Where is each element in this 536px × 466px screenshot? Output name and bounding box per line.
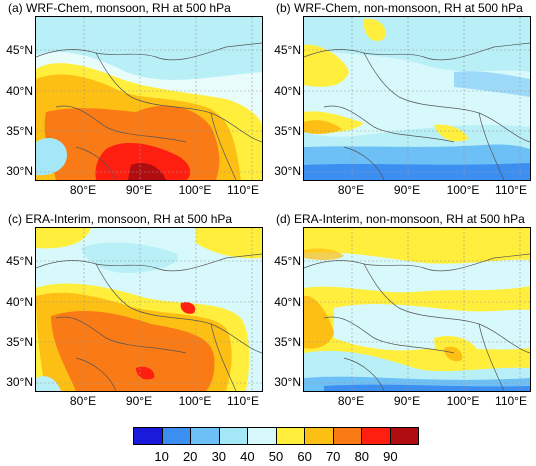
colorbar-segment: [219, 428, 248, 444]
colorbar-segment: [276, 428, 305, 444]
map-panel-a: [35, 16, 263, 181]
lat-label: 35°N: [6, 124, 33, 138]
colorbar-segment: [362, 428, 391, 444]
lon-label: 110°E: [227, 394, 259, 408]
colorbar-segment: [390, 428, 418, 444]
lat-label: 45°N: [6, 43, 33, 57]
lat-label: 40°N: [6, 295, 33, 309]
colorbar-tick-label: 50: [268, 449, 284, 464]
lat-label: 30°N: [6, 375, 33, 389]
colorbar: [133, 427, 419, 445]
colorbar-segment: [333, 428, 362, 444]
map-panel-d: [303, 227, 531, 392]
colorbar-tick-label: 30: [211, 449, 227, 464]
colorbar-segment: [305, 428, 334, 444]
map-panel-b: [303, 16, 531, 181]
panel-title-a: (a) WRF-Chem, monsoon, RH at 500 hPa: [8, 1, 231, 15]
lon-label: 80°E: [69, 183, 97, 197]
lat-label: 35°N: [274, 335, 301, 349]
lon-label: 80°E: [337, 183, 365, 197]
lat-label: 40°N: [6, 84, 33, 98]
colorbar-tick-label: 90: [383, 449, 398, 464]
lat-label: 45°N: [274, 254, 301, 268]
lon-label: 110°E: [495, 394, 527, 408]
lon-label: 110°E: [495, 183, 527, 197]
colorbar-tick-label: 40: [240, 449, 255, 464]
map-b-field: [304, 17, 530, 180]
lat-label: 40°N: [274, 295, 301, 309]
lon-label: 90°E: [393, 394, 421, 408]
lat-label: 35°N: [6, 335, 33, 349]
lon-label: 110°E: [227, 183, 259, 197]
lon-label: 100°E: [178, 183, 212, 197]
lat-label: 45°N: [6, 254, 33, 268]
colorbar-segment: [162, 428, 191, 444]
lat-label: 30°N: [274, 375, 301, 389]
lat-label: 30°N: [274, 164, 301, 178]
lat-label: 30°N: [6, 164, 33, 178]
lat-label: 35°N: [274, 124, 301, 138]
lat-label: 40°N: [274, 84, 301, 98]
colorbar-segment: [134, 428, 163, 444]
colorbar-tick-label: 60: [297, 449, 312, 464]
colorbar-tick-label: 10: [154, 449, 169, 464]
lon-label: 90°E: [393, 183, 421, 197]
map-a-field: [36, 17, 262, 180]
colorbar-tick-label: 70: [325, 449, 341, 464]
colorbar-tick-label: 80: [354, 449, 370, 464]
panel-title-c: (c) ERA-Interim, monsoon, RH at 500 hPa: [8, 212, 233, 226]
lon-label: 100°E: [446, 394, 480, 408]
panel-title-d: (d) ERA-Interim, non-monsoon, RH at 500 …: [276, 212, 525, 226]
lon-label: 80°E: [69, 394, 97, 408]
lon-label: 90°E: [125, 183, 153, 197]
lon-label: 100°E: [446, 183, 480, 197]
colorbar-segment: [191, 428, 220, 444]
lon-label: 80°E: [337, 394, 365, 408]
map-c-field: [36, 228, 262, 391]
map-panel-c: [35, 227, 263, 392]
lat-label: 45°N: [274, 43, 301, 57]
colorbar-segment: [248, 428, 277, 444]
panel-title-b: (b) WRF-Chem, non-monsoon, RH at 500 hPa: [276, 1, 523, 15]
lon-label: 90°E: [125, 394, 153, 408]
lon-label: 100°E: [178, 394, 212, 408]
colorbar-tick-label: 20: [182, 449, 198, 464]
map-d-field: [304, 228, 530, 391]
